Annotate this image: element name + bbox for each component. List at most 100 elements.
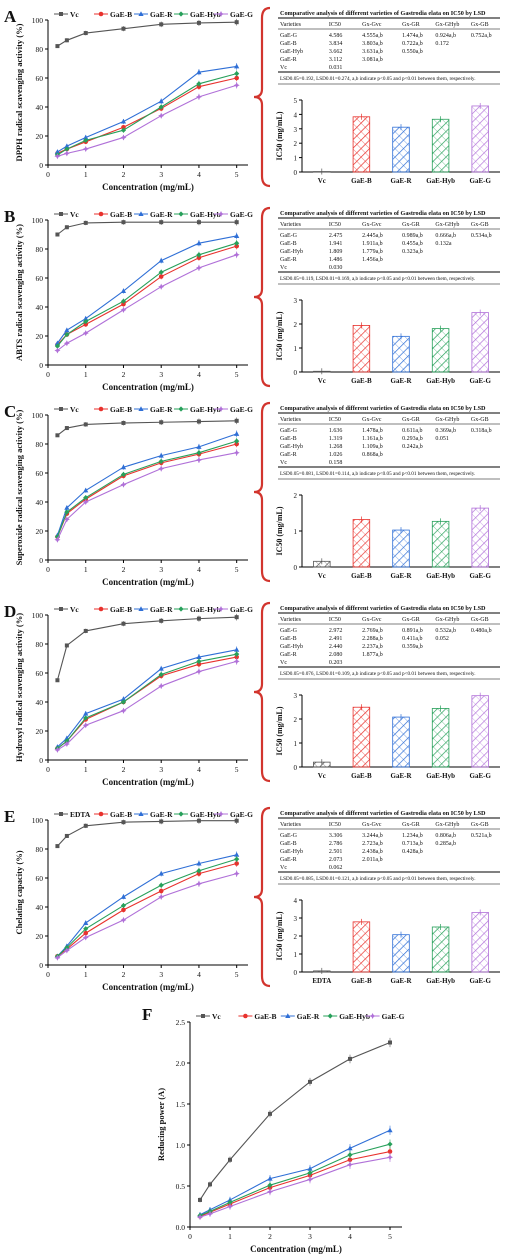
table-cell: GaE-G [280,233,298,239]
x-tick-label: 1 [84,565,88,574]
table-cell: 3.662 [329,49,343,55]
ic50-bar-crosshatch [471,912,489,972]
table-cell: 0.455a,b [402,241,423,247]
table-cell: 2.501 [329,849,343,855]
table-cell: 3.631a,b [362,49,383,55]
table-cell: 0.532a,b [435,628,456,634]
data-point [195,668,202,675]
data-point [198,1197,202,1202]
legend-label: EDTA [70,810,91,819]
data-point [120,902,127,909]
series-line-GaE-G [199,1156,391,1218]
table-cell: 2.011a,b [362,857,382,863]
x-tick-label: 2 [268,1232,272,1241]
data-point [234,20,239,25]
table-cell: Vc [280,65,287,71]
table-cell: 2.237a,b [362,644,383,650]
line-chart-panel-D: 0 20 40 60 80 100 0 1 2 3 4 5 Concentration (mg/mL) H… [14,605,253,787]
data-point [234,818,239,823]
table-cell: GaE-G [280,833,298,839]
table-cell: 0.323a,b [402,249,423,255]
ic50-bar-crosshatch [432,521,449,567]
table-cell: 0.521a,b [471,833,492,839]
data-point [64,505,70,510]
table-cell: 0.293a,b [402,436,423,442]
legend-marker [138,211,144,216]
bar-category-label: GaE-R [391,177,413,185]
legend-marker [178,606,184,612]
data-point [63,947,70,954]
brace-D [253,601,271,783]
data-point [83,422,88,427]
legend-marker [369,1013,376,1019]
lsd-table-B: Comparative analysis of different variet… [278,210,500,285]
y-tick-label: 0 [39,756,43,765]
x-tick-label: 4 [197,565,201,574]
legend-marker [98,606,104,612]
series-line-GaE-B [57,862,237,957]
x-tick-label: 4 [197,765,201,774]
x-tick-label: 3 [159,970,163,979]
table-cell: 1.941 [329,241,343,247]
lsd-table-A: Comparative analysis of different variet… [278,10,500,85]
data-point [234,240,240,246]
bar-y-tick-label: 2 [294,716,298,724]
legend-marker [201,1014,205,1018]
data-point [267,1188,273,1195]
legend-marker [178,406,184,412]
table-note: LSD0.05=0.192, LSD0.01=0.274, a,b indica… [280,76,476,82]
bar-y-tick-label: 3 [294,692,298,700]
table-cell: GaE-Hyb [280,849,303,855]
ic50-bars-E: 0 1 2 3 4 IC50 (mg/mL) EDTA GaE-B GaE-R GaE-Hyb Ga… [275,897,500,985]
y-tick-label: 60 [36,874,44,883]
brace-A [253,6,271,188]
data-point [83,137,89,143]
data-point [234,418,239,423]
data-point [196,616,201,621]
data-point [158,683,165,690]
bar-category-label: GaE-G [470,177,492,185]
x-tick-label: 3 [159,170,163,179]
bar-y-tick-label: 2 [294,321,298,329]
data-point [234,431,240,436]
table-cell: GaE-B [280,841,297,847]
y-axis-label: Chelating capacity (%) [14,850,24,934]
data-point [196,860,202,866]
data-point [55,232,60,237]
data-point [64,327,70,333]
x-tick-label: 0 [188,1232,192,1241]
curly-brace [253,6,271,188]
y-tick-label: 0 [39,556,43,565]
data-point [196,450,202,456]
table-cell: GaE-Hyb [280,644,303,650]
legend-label: GaE-R [150,210,173,219]
table-cell: 1.877a,b [362,652,383,658]
table-cell: Vc [280,865,287,871]
data-point [308,1079,312,1084]
legend-label: Vc [70,405,79,414]
data-point [54,343,61,349]
data-point [120,917,127,924]
data-point [234,651,240,657]
table-title: Comparative analysis of different variet… [280,210,486,217]
data-point [347,1145,353,1151]
bar-y-tick-label: 0 [294,969,298,977]
bar-y-tick-label: 2 [294,933,298,941]
bar-y-tick-label: 1 [294,528,298,536]
data-point [234,71,240,77]
data-point [121,820,126,825]
series-line-GaE-Hyb [56,440,237,537]
table-cell: GaE-R [280,452,297,458]
panel-letter: B [4,207,15,226]
legend-label: GaE-G [230,405,253,414]
legend-marker [138,811,144,816]
series-line-GaE-G [57,84,237,157]
table-cell: 0.172 [435,41,449,47]
table-cell: 2.723a,b [362,841,383,847]
table-cell: GaE-Hyb [280,49,303,55]
data-point [158,112,165,119]
data-point [64,509,70,515]
data-point [120,481,127,488]
x-tick-label: 3 [159,765,163,774]
